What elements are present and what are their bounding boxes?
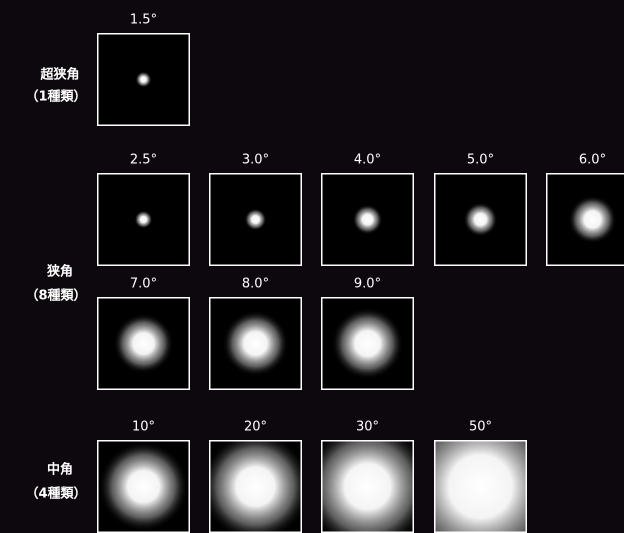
angle-label: 30° [356,420,379,435]
light-spot [546,173,624,266]
light-spot [321,297,414,390]
light-spot [97,297,190,390]
light-spot [97,33,190,126]
angle-label: 7.0° [130,277,157,292]
light-spot [97,440,190,533]
light-spot [321,173,414,266]
angle-label: 9.0° [354,277,381,292]
light-spot [97,173,190,266]
light-spot [209,173,302,266]
angle-label: 6.0° [579,153,606,168]
background [0,0,624,533]
beam-angle-figure: 超狭角 （1種類） 1.5° 狭角 （8種類） 2.5° 3.0° 4.0° 5.0° 6.0° 7… [0,0,624,533]
angle-label: 2.5° [130,153,157,168]
angle-label: 20° [244,420,267,435]
group-count: （8種類） [25,288,86,304]
angle-label: 1.5° [130,13,157,28]
angle-label: 3.0° [242,153,269,168]
angle-label: 8.0° [242,277,269,292]
group-name: 超狭角 [40,67,79,83]
light-spot [209,297,302,390]
angle-label: 10° [132,420,155,435]
group-count: （4種類） [25,486,86,502]
light-spot [434,440,527,533]
angle-label: 5.0° [467,153,494,168]
angle-label: 4.0° [354,153,381,168]
group-name: 中角 [47,462,73,478]
light-spot [434,173,527,266]
light-spot [209,440,302,533]
group-count: （1種類） [25,89,86,105]
angle-label: 50° [469,420,492,435]
light-spot [321,440,414,533]
group-name: 狭角 [46,264,73,280]
